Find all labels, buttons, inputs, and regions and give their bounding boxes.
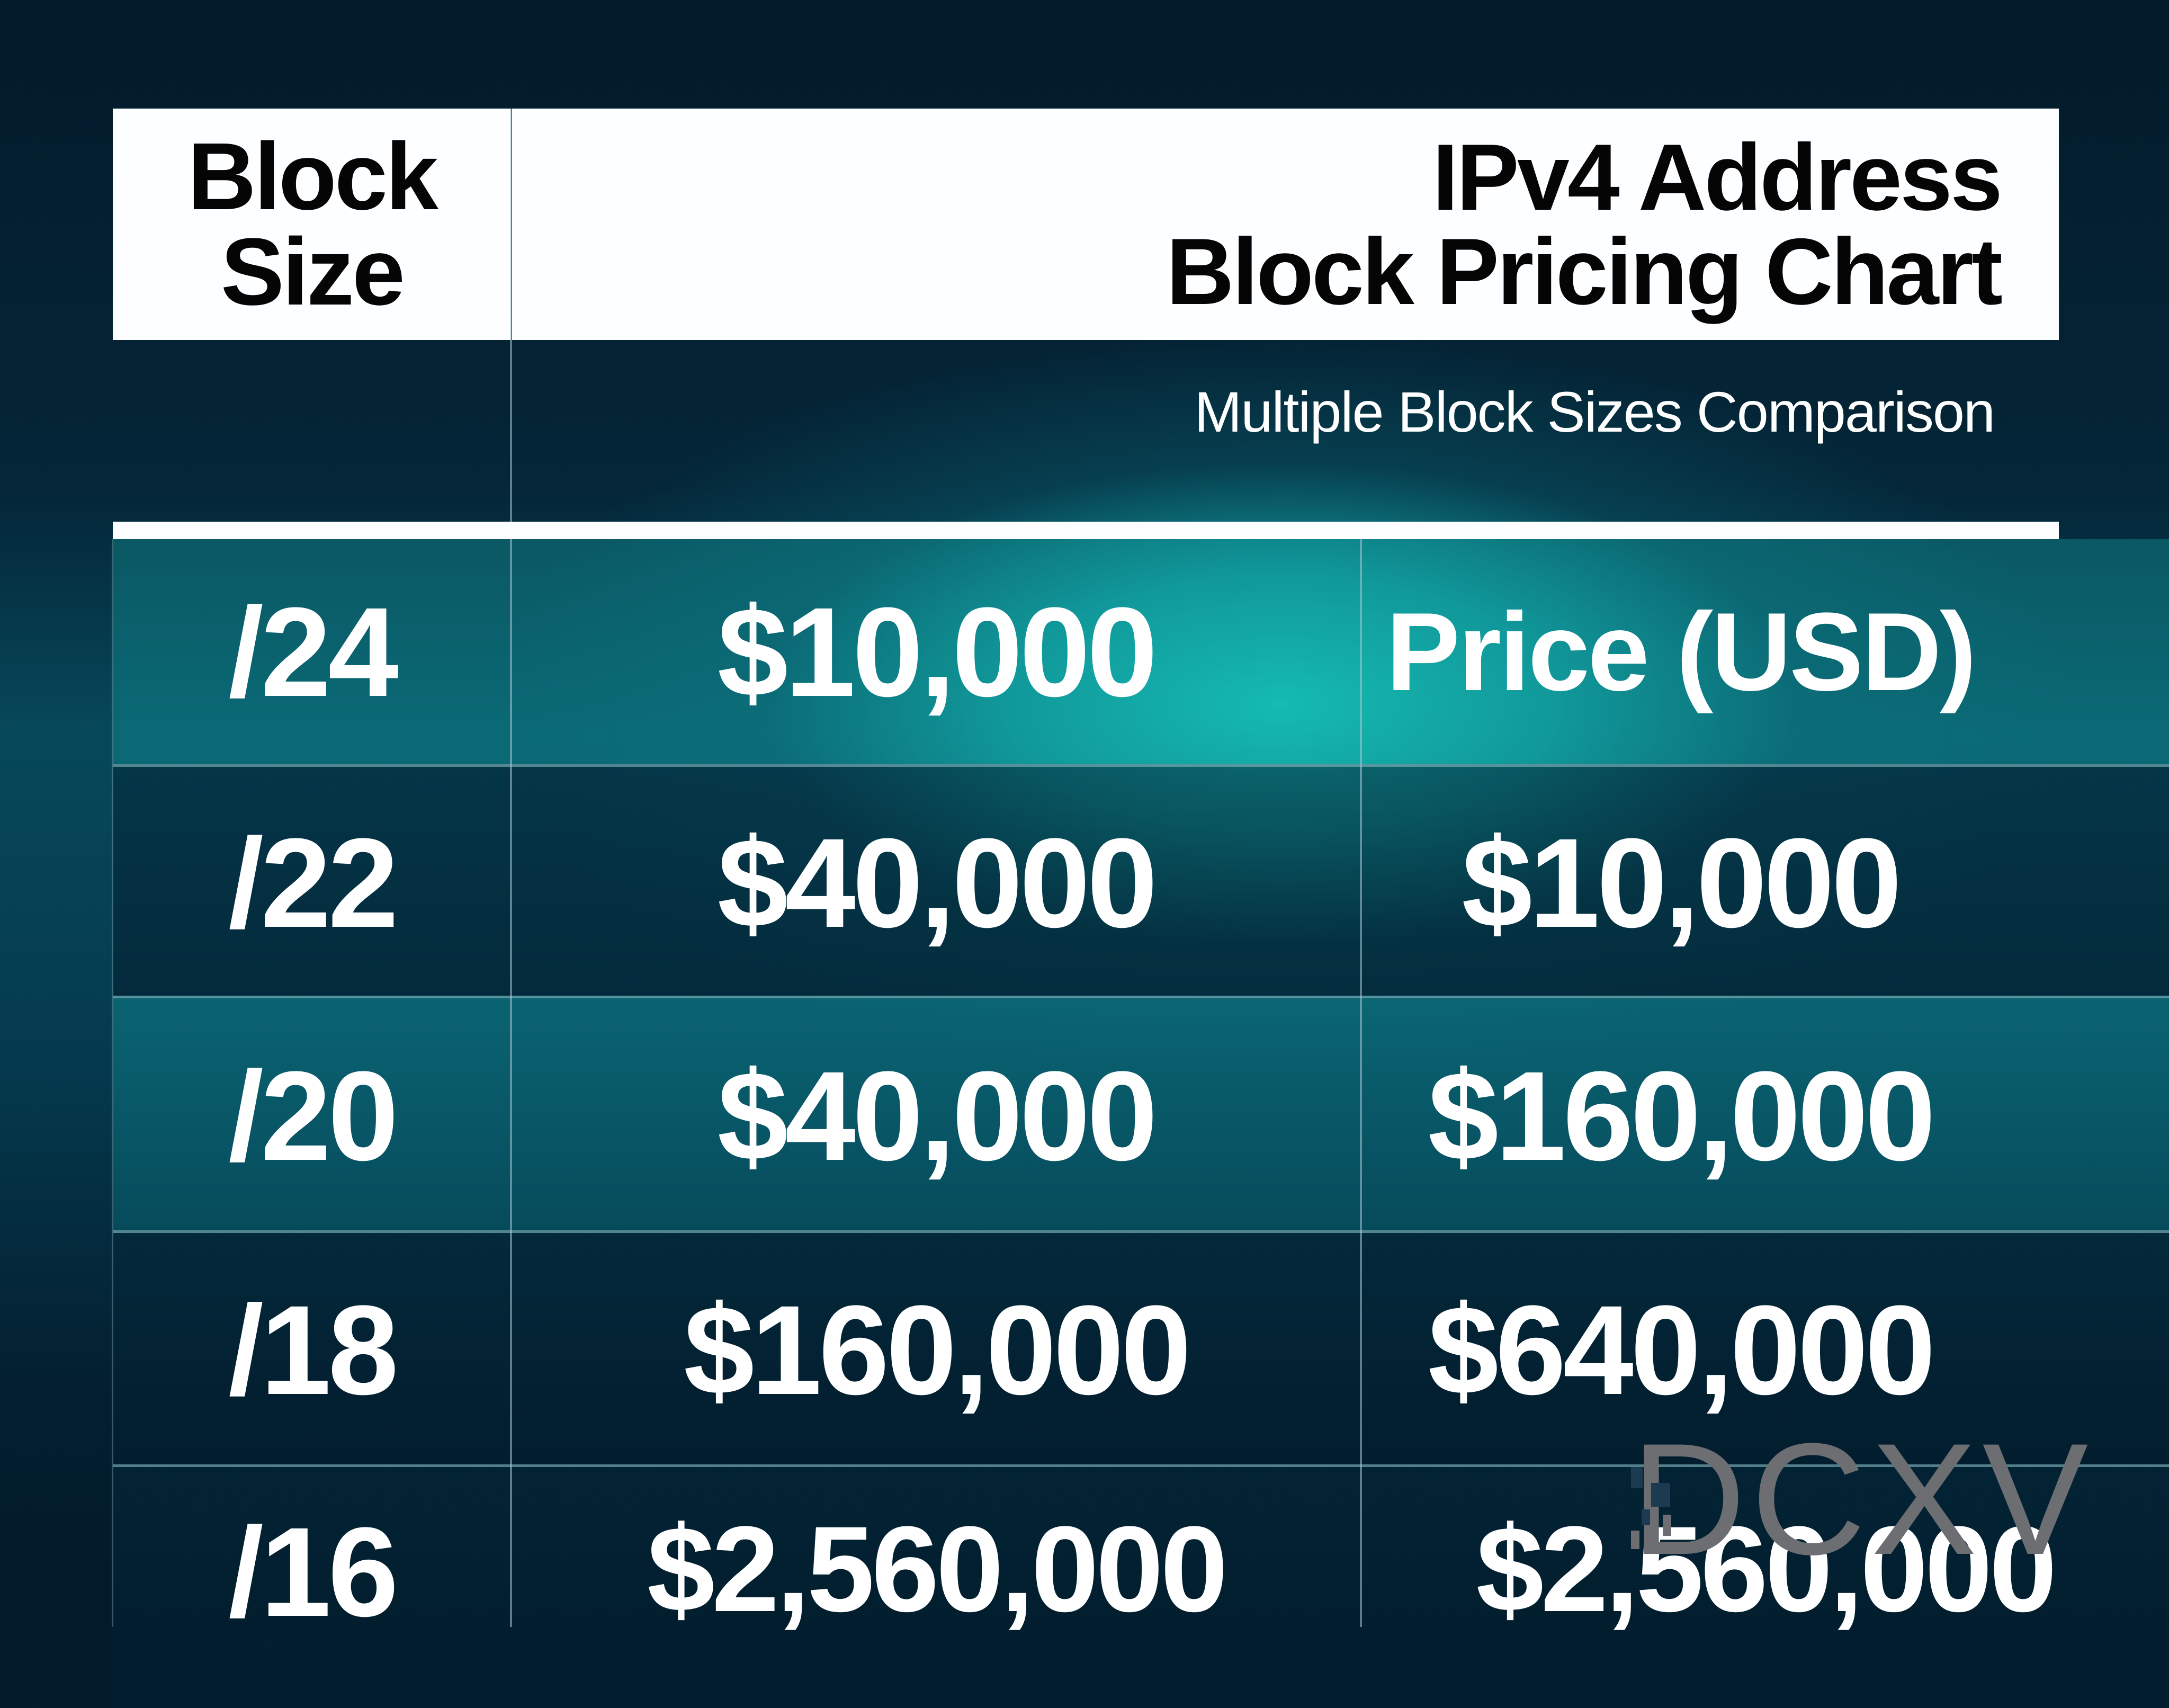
price-cell: $40,000 — [717, 811, 1158, 954]
chart-title-line1: IPv4 Address — [1432, 124, 2003, 230]
block-size-heading-line1: Block — [187, 123, 438, 230]
block-size-cell: /18 — [228, 1279, 399, 1421]
price-cell: $10,000 — [1462, 811, 1902, 954]
watermark-text: DCXV — [1631, 1410, 2094, 1588]
header-title-cell: IPv4 Address Block Pricing Chart — [512, 109, 2059, 340]
table-row: /20 $40,000 $160,000 — [113, 996, 2169, 1233]
price-cell: $2,560,000 — [1476, 1501, 2057, 1637]
price-column-label: Price (USD) — [1386, 589, 1976, 714]
table-left-edge — [112, 539, 113, 1627]
header-separator-bar — [113, 522, 2059, 539]
column-divider-header — [510, 109, 512, 522]
watermark: DCXV — [1631, 1411, 2089, 1586]
table-row: /22 $40,000 $10,000 — [113, 764, 2169, 998]
price-cell: $160,000 — [683, 1279, 1191, 1421]
block-size-cell: /22 — [228, 811, 399, 954]
block-size-cell: /16 — [228, 1501, 399, 1643]
block-size-heading: Block Size — [187, 123, 438, 325]
block-size-heading-line2: Size — [220, 218, 405, 325]
price-cell: $640,000 — [1428, 1279, 1935, 1421]
header-block-size-cell: Block Size — [113, 109, 511, 340]
price-cell: $10,000 — [717, 580, 1158, 723]
column-divider-1 — [510, 539, 512, 1627]
chart-subtitle: Multiple Block Sizes Comparison — [1194, 380, 1995, 444]
price-cell: $40,000 — [717, 1044, 1158, 1187]
block-size-cell: /20 — [228, 1044, 399, 1187]
chart-title-line2: Block Pricing Chart — [1166, 218, 2003, 324]
price-cell: $160,000 — [1428, 1044, 1935, 1187]
price-cell: $2,560,000 — [647, 1501, 1228, 1637]
table-row: /18 $160,000 $640,000 — [113, 1230, 2169, 1467]
table-row: /24 $10,000 Price (USD) — [113, 539, 2169, 764]
column-divider-2 — [1360, 539, 1362, 1627]
chart-title: IPv4 Address Block Pricing Chart — [1166, 130, 2059, 319]
block-size-cell: /24 — [228, 580, 399, 723]
